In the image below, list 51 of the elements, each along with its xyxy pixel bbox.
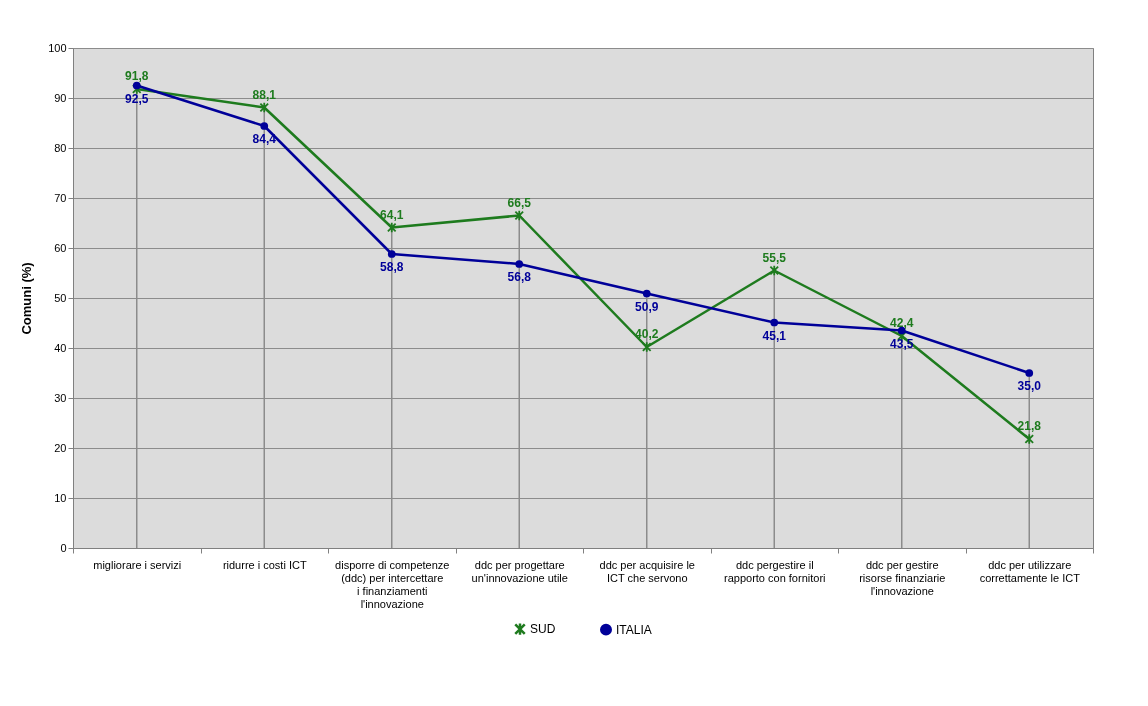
- point: [1024, 433, 1035, 445]
- data-label: 56,8: [507, 270, 532, 284]
- y-tick-label: 30: [54, 391, 67, 404]
- data-label: 91,8: [125, 69, 149, 83]
- data-label: 66,5: [507, 195, 532, 210]
- data-label: 45,1: [762, 328, 787, 343]
- y-tick-label: 50: [54, 291, 67, 304]
- data-label: 92,5: [125, 91, 149, 106]
- data-label: 21,8: [1017, 419, 1042, 433]
- point: [769, 264, 780, 277]
- y-tick-label: 70: [54, 191, 67, 204]
- y-tick-label: 10: [54, 491, 67, 504]
- legend-label: SUD: [530, 622, 556, 637]
- point: [1025, 369, 1034, 377]
- data-label: 50,9: [635, 299, 659, 314]
- y-tick-label: 100: [48, 41, 67, 54]
- point: [386, 221, 397, 234]
- point: [131, 83, 142, 95]
- data-label: 35,0: [1017, 379, 1042, 393]
- x-tick-label: ddc per utilizzare correttamente le ICT: [979, 558, 1081, 584]
- point: [259, 101, 270, 114]
- y-tick-label: 80: [54, 141, 67, 154]
- x-tick-label: ddc per progettare un'innovazione utile: [471, 558, 568, 584]
- x-tick-label: migliorare i servizi: [93, 558, 182, 571]
- legend-label: ITALIA: [616, 622, 652, 637]
- y-tick-label: 20: [54, 441, 67, 454]
- data-label: 55,5: [762, 250, 787, 265]
- point: [770, 318, 779, 327]
- data-label: 40,2: [635, 327, 659, 341]
- point: [515, 260, 524, 268]
- data-label: 58,8: [380, 260, 404, 274]
- data-label: 84,4: [252, 132, 277, 146]
- data-label: 64,1: [380, 207, 404, 222]
- point: [641, 341, 652, 353]
- point: [387, 250, 396, 258]
- y-tick-label: 0: [60, 541, 67, 554]
- y-tick-label: 90: [54, 91, 67, 104]
- y-tick-label: 40: [54, 341, 67, 354]
- x-tick-label: ddc per gestire risorse finanziarie l'innovazione: [859, 558, 946, 597]
- point: [514, 209, 525, 222]
- data-label: 43,5: [890, 336, 914, 351]
- y-axis-title: Comuni (%): [19, 262, 35, 335]
- point: [642, 289, 651, 298]
- point: [260, 122, 269, 130]
- x-tick-label: disporre di competenze (ddc) per intercettare i finanziamenti l'innovazione: [335, 558, 450, 610]
- data-label: 88,1: [252, 87, 277, 102]
- x-tick-label: ddc pergestire il rapporto con fornitori: [724, 558, 826, 584]
- data-label: 42,4: [890, 316, 914, 330]
- x-tick-label: ddc per acquisire le ICT che servono: [599, 558, 695, 584]
- y-tick-label: 60: [54, 241, 67, 254]
- x-tick-label: ridurre i costi ICT: [222, 558, 307, 571]
